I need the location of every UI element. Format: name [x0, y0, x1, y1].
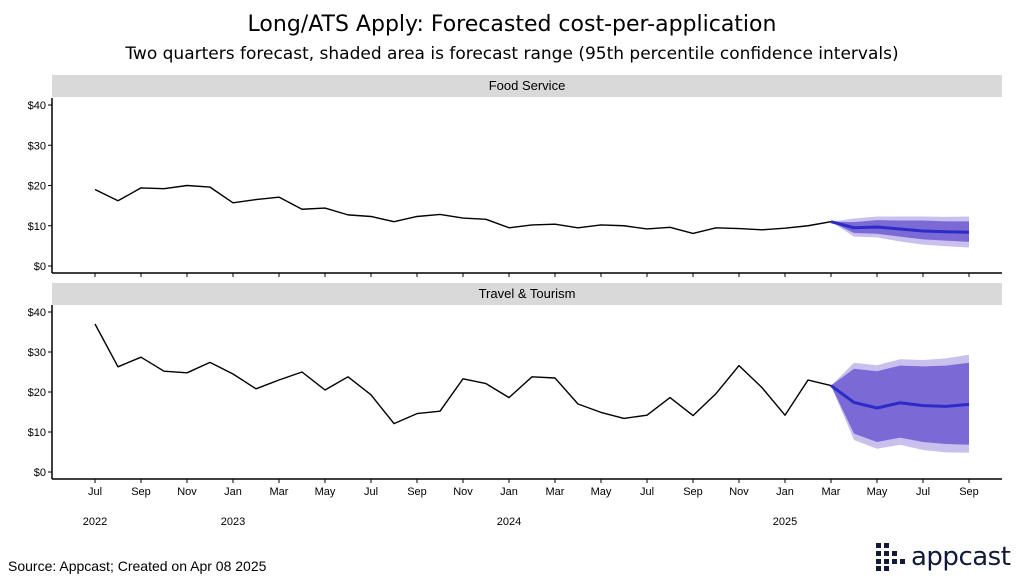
- panel-2: Travel & Tourism $0 $10 $20 $30 $40 Jul Sep Nov J…: [28, 283, 1002, 528]
- y-tick-label: $40: [28, 100, 46, 112]
- x-tick-label: Jan: [224, 486, 242, 498]
- y-tick-label: $0: [34, 261, 46, 273]
- forecast-ci80-band: [831, 220, 969, 242]
- x-tick-label: Jul: [88, 486, 102, 498]
- panel-strip: [52, 75, 1002, 97]
- year-label: 2023: [221, 516, 245, 528]
- x-tick-label: Sep: [683, 486, 703, 498]
- panel-title: Food Service: [489, 78, 566, 93]
- chart-title: Long/ATS Apply: Forecasted cost-per-appl…: [247, 12, 777, 37]
- chart-subtitle: Two quarters forecast, shaded area is fo…: [125, 44, 899, 64]
- y-tick-label: $10: [28, 427, 46, 439]
- x-tick-label: Sep: [407, 486, 427, 498]
- history-line: [94, 323, 832, 425]
- forecast-line: [830, 384, 970, 410]
- y-tick-label: $40: [28, 307, 46, 319]
- y-tick-label: $0: [34, 467, 46, 479]
- x-tick-label: May: [315, 486, 336, 498]
- x-tick-label: Jul: [364, 486, 378, 498]
- y-tick-label: $10: [28, 221, 46, 233]
- history-line: [94, 184, 832, 235]
- year-label: 2025: [773, 516, 797, 528]
- x-tick-label: Jan: [500, 486, 518, 498]
- x-tick-label: Sep: [131, 486, 151, 498]
- x-tick-label: Jan: [776, 486, 794, 498]
- x-tick-label: Nov: [453, 486, 473, 498]
- x-tick-label: May: [591, 486, 612, 498]
- year-label: 2024: [497, 516, 521, 528]
- x-tick-label: Mar: [270, 486, 289, 498]
- year-label: 2022: [83, 516, 107, 528]
- x-tick-label: Mar: [546, 486, 565, 498]
- source-caption: Source: Appcast; Created on Apr 08 2025: [8, 558, 267, 574]
- x-tick-label: Nov: [177, 486, 197, 498]
- x-tick-label: Sep: [959, 486, 979, 498]
- x-tick-label: Jul: [916, 486, 930, 498]
- x-tick-label: May: [867, 486, 888, 498]
- appcast-logo: appcast: [876, 542, 1011, 572]
- appcast-logo-text: appcast: [911, 542, 1011, 572]
- y-tick-label: $20: [28, 387, 46, 399]
- x-tick-label: Jul: [640, 486, 654, 498]
- panel-title: Travel & Tourism: [479, 286, 576, 301]
- x-tick-label: Nov: [729, 486, 749, 498]
- y-tick-label: $20: [28, 181, 46, 193]
- forecast-line: [830, 220, 970, 234]
- panel-strip: [52, 283, 1002, 305]
- appcast-logo-icon: [876, 543, 906, 571]
- y-tick-label: $30: [28, 347, 46, 359]
- y-tick-label: $30: [28, 140, 46, 152]
- x-tick-label: Mar: [822, 486, 841, 498]
- panel-1: Food Service $0 $10 $20 $30 $40: [28, 75, 1002, 277]
